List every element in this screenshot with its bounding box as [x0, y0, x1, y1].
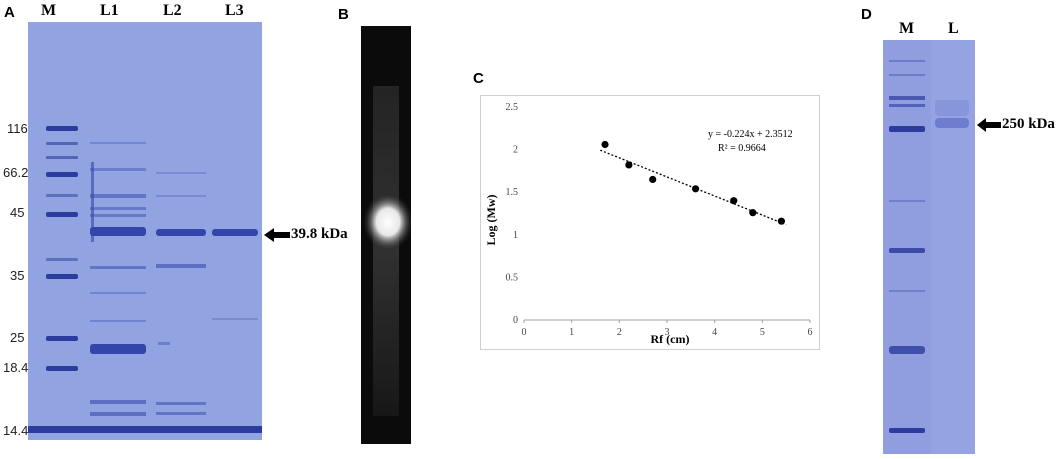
mw-25: 25 — [10, 330, 25, 345]
panel-d-lane-m: M — [899, 20, 915, 37]
l2-main-band — [156, 229, 206, 236]
panel-a-band-label: 39.8 kDa — [291, 226, 348, 242]
chart-frame — [480, 95, 820, 350]
panel-d-letter: D — [861, 6, 872, 23]
x-tick-label: 2 — [617, 327, 622, 338]
mw-14-4: 14.4 — [3, 423, 29, 438]
marker-band-116 — [46, 126, 78, 131]
panel-a-lane-l2: L2 — [163, 2, 182, 19]
data-point — [625, 161, 633, 169]
panel-d-gel-image — [883, 40, 975, 454]
panel-a-gel-image — [28, 22, 262, 440]
panel-a-letter: A — [4, 4, 15, 21]
panel-a-lane-l1: L1 — [100, 2, 119, 19]
panel-c-chart: 0 1 2 3 4 5 6 0 0.5 1 1.5 2 2.5 y = -0.224x + 2.3512… — [480, 95, 820, 350]
x-tick-label: 4 — [712, 327, 717, 338]
data-point — [749, 209, 757, 217]
l-band-250 — [935, 118, 969, 128]
data-point — [692, 185, 700, 193]
panel-d-gel — [883, 40, 975, 454]
marker-band-250 — [889, 126, 925, 132]
r-squared: R² = 0.9664 — [718, 143, 766, 154]
dye-front — [28, 426, 262, 433]
trend-equation: y = -0.224x + 2.3512 — [708, 129, 793, 140]
l3-main-band — [212, 229, 258, 236]
x-tick-label: 6 — [808, 327, 813, 338]
y-tick-label: 0.5 — [506, 272, 519, 283]
mw-66-2: 66.2 — [3, 165, 29, 180]
panel-a-gel — [28, 22, 262, 440]
arrow-icon — [977, 118, 1001, 137]
data-point — [730, 197, 738, 205]
y-tick-label: 2.5 — [506, 102, 519, 113]
marker-band-45 — [46, 212, 78, 217]
marker-band-35 — [46, 274, 78, 279]
marker-band-25 — [46, 336, 78, 341]
panel-d-band-label: 250 kDa — [1002, 116, 1055, 132]
arrow-icon — [264, 228, 290, 247]
rf-logmw-chart: 0 1 2 3 4 5 6 0 0.5 1 1.5 2 2.5 y = -0.224x + 2.3512… — [480, 95, 820, 350]
mw-116: 116 — [7, 121, 28, 136]
mw-35: 35 — [10, 268, 25, 283]
panel-c-letter: C — [473, 70, 484, 87]
y-tick-label: 1 — [513, 230, 518, 241]
y-tick-label: 1.5 — [506, 187, 519, 198]
l1-band-25 — [90, 344, 146, 354]
x-axis-label: Rf (cm) — [651, 332, 690, 346]
zymogram-image — [361, 26, 414, 444]
mw-45: 45 — [10, 205, 25, 220]
marker-band-66 — [46, 172, 78, 177]
panel-a-lane-l3: L3 — [225, 2, 244, 19]
x-tick-label: 0 — [522, 327, 527, 338]
l1-main-band — [90, 227, 146, 236]
data-point — [649, 175, 657, 184]
data-point — [777, 217, 785, 225]
panel-b-zymogram — [361, 26, 414, 444]
data-point — [601, 140, 609, 149]
mw-18-4: 18.4 — [3, 360, 29, 375]
x-tick-label: 5 — [760, 327, 765, 338]
panel-b-letter: B — [338, 6, 349, 23]
y-tick-label: 0 — [513, 315, 518, 326]
panel-d-lane-l: L — [948, 20, 959, 37]
y-axis-label: Log (Mw) — [484, 195, 498, 246]
marker-band-18 — [46, 366, 78, 371]
panel-a-lane-m: M — [41, 2, 57, 19]
y-tick-label: 2 — [513, 145, 518, 156]
x-tick-label: 3 — [665, 327, 670, 338]
x-tick-label: 1 — [569, 327, 574, 338]
activity-band — [362, 192, 414, 252]
